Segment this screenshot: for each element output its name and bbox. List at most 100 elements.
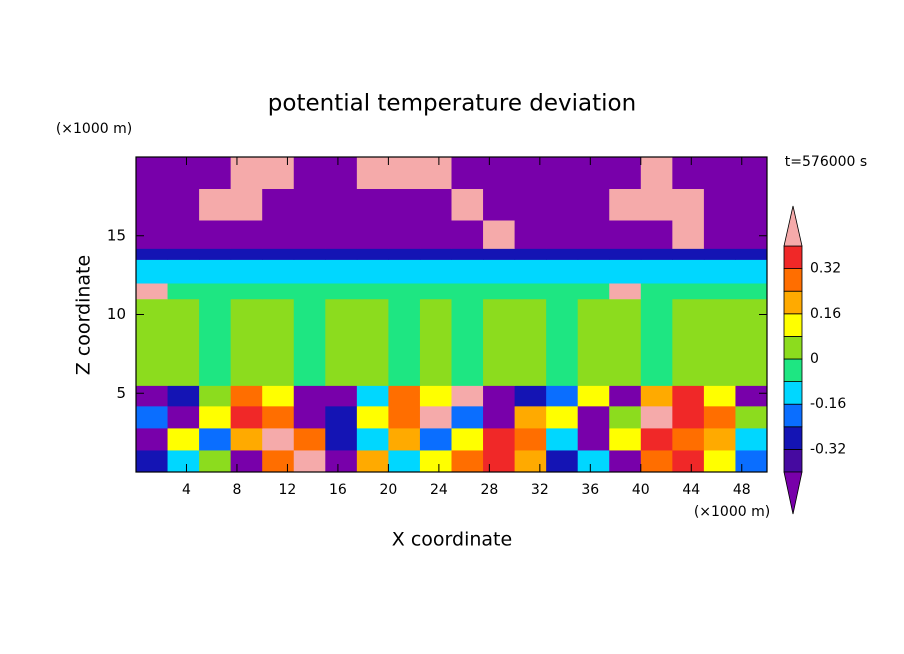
contour-cell (199, 220, 232, 249)
contour-cell (419, 220, 452, 249)
contour-cell (356, 259, 389, 284)
y-tick-label: 5 (116, 384, 126, 402)
contour-cell (451, 283, 484, 300)
contour-cell (419, 427, 452, 451)
contour-cell (388, 248, 421, 260)
contour-cell (136, 188, 169, 221)
contour-cell (451, 298, 484, 386)
contour-cell (136, 405, 169, 429)
contour-cell (388, 405, 421, 429)
contour-cell (577, 283, 610, 300)
contour-cell (735, 449, 768, 473)
contour-cell (483, 283, 516, 300)
contour-cell (167, 248, 200, 260)
contour-cell (293, 298, 326, 386)
x-tick-label: 28 (480, 482, 498, 498)
contour-cell (672, 385, 705, 407)
contour-cell (451, 385, 484, 407)
contour-cell (262, 427, 295, 451)
contour-cell (199, 157, 232, 189)
contour-cell (609, 385, 642, 407)
contour-cell (388, 298, 421, 386)
x-tick-label: 4 (182, 482, 191, 498)
contour-cell (167, 298, 200, 386)
contour-cell (703, 248, 736, 260)
contour-cell (388, 385, 421, 407)
contour-cell (577, 385, 610, 407)
contour-cell (293, 157, 326, 189)
contour-cell (293, 188, 326, 221)
contour-cell (262, 405, 295, 429)
contour-cell (136, 283, 169, 300)
contour-cell (293, 220, 326, 249)
contour-cell (672, 405, 705, 429)
contour-cell (230, 427, 263, 451)
contour-cell (325, 188, 358, 221)
contour-cell (136, 259, 169, 284)
contour-cell (483, 248, 516, 260)
colorbar-label: -0.16 (810, 396, 846, 412)
contour-cell (230, 283, 263, 300)
contour-cell (546, 405, 579, 429)
contour-cell (640, 188, 673, 221)
contour-cell (640, 298, 673, 386)
contour-cell (325, 259, 358, 284)
colorbar-box (783, 381, 803, 405)
contour-cell (388, 220, 421, 249)
contour-cell (262, 248, 295, 260)
contour-cell (640, 248, 673, 260)
contour-cell (577, 248, 610, 260)
colorbar-box (783, 290, 803, 315)
contour-cell (735, 283, 768, 300)
contour-cell (262, 259, 295, 284)
y-tick-label: 10 (107, 305, 126, 323)
contour-cell (546, 248, 579, 260)
contour-cell (735, 157, 768, 189)
contour-cell (136, 449, 169, 473)
contour-cell (262, 283, 295, 300)
contour-cell (514, 259, 547, 284)
contour-cell (640, 405, 673, 429)
contour-cell (640, 157, 673, 189)
contour-cell (640, 259, 673, 284)
contour-cell (451, 188, 484, 221)
contour-cell (514, 405, 547, 429)
x-tick-label: 24 (430, 482, 448, 498)
contour-cell (293, 449, 326, 473)
contour-cell (199, 405, 232, 429)
colorbar-box (783, 358, 803, 383)
contour-cell (167, 449, 200, 473)
contour-cell (419, 248, 452, 260)
contour-cell (262, 385, 295, 407)
contour-cell (640, 449, 673, 473)
contour-cell (546, 220, 579, 249)
contour-cell (672, 157, 705, 189)
contour-cell (167, 259, 200, 284)
contour-cell (167, 283, 200, 300)
contour-cell (167, 220, 200, 249)
contour-cell (356, 157, 389, 189)
colorbar-box (783, 313, 803, 337)
contour-cell (483, 427, 516, 451)
contour-cell (703, 427, 736, 451)
x-tick-label: 40 (632, 482, 650, 498)
contour-cell (325, 248, 358, 260)
contour-cell (199, 449, 232, 473)
y-axis-label: Z coordinate (73, 255, 95, 375)
contour-cell (609, 298, 642, 386)
contour-cell (356, 188, 389, 221)
contour-cell (230, 298, 263, 386)
contour-cell (451, 427, 484, 451)
contour-cell (735, 427, 768, 451)
contour-cell (167, 427, 200, 451)
contour-cell (293, 427, 326, 451)
contour-cell (199, 188, 232, 221)
contour-cell (483, 188, 516, 221)
contour-cell (546, 449, 579, 473)
contour-cell (419, 449, 452, 473)
colorbar-box (783, 245, 803, 270)
colorbar-label: -0.32 (810, 441, 846, 457)
colorbar-box (783, 403, 803, 428)
contour-cell (672, 248, 705, 260)
